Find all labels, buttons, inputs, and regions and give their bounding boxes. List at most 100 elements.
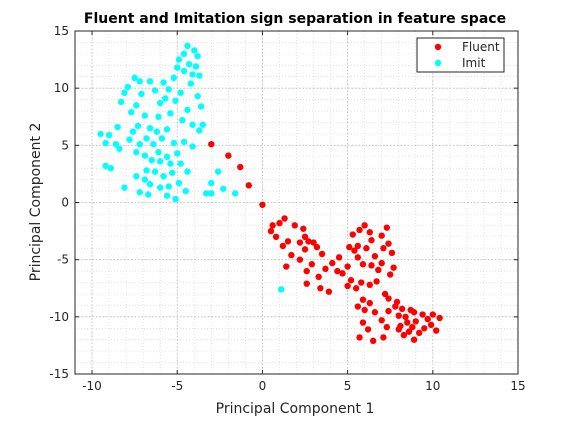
data-point-fluent — [380, 245, 387, 252]
data-point-fluent — [369, 337, 377, 345]
data-points — [97, 42, 443, 345]
data-point-imit — [184, 106, 191, 114]
data-point-fluent — [361, 306, 368, 314]
data-point-fluent — [419, 311, 426, 318]
data-point-fluent — [412, 318, 419, 325]
data-point-fluent — [378, 317, 385, 324]
series-imit — [97, 42, 285, 293]
data-point-imit — [174, 64, 181, 71]
data-point-fluent — [363, 245, 370, 252]
data-point-imit — [172, 97, 179, 104]
y-axis-label: Principal Component 2 — [28, 123, 44, 282]
data-point-fluent — [313, 243, 321, 251]
data-point-fluent — [359, 296, 367, 303]
data-point-imit — [194, 92, 201, 100]
axis-ticks — [75, 30, 519, 375]
data-point-fluent — [301, 246, 309, 253]
data-point-imit — [117, 98, 125, 106]
data-point-fluent — [281, 215, 288, 222]
data-point-fluent — [318, 250, 326, 258]
data-point-imit — [146, 181, 154, 188]
data-point-imit — [180, 67, 188, 75]
data-point-imit — [133, 173, 140, 180]
data-point-fluent — [410, 336, 418, 343]
data-point-imit — [153, 128, 160, 135]
data-point-fluent — [335, 254, 343, 261]
data-point-fluent — [415, 329, 423, 337]
x-axis-label: Principal Component 1 — [216, 401, 375, 417]
data-point-imit — [192, 63, 200, 70]
data-point-imit — [146, 78, 154, 85]
y-tick-labels: -15 -10 -5 0 5 10 15 — [49, 24, 69, 381]
data-point-imit — [220, 185, 227, 192]
chart-title: Fluent and Imitation sign separation in … — [84, 11, 506, 27]
data-point-imit — [208, 190, 215, 197]
data-point-fluent — [368, 262, 375, 269]
data-point-imit — [107, 165, 114, 172]
data-point-imit — [165, 86, 172, 93]
legend-label-fluent: Fluent — [462, 40, 500, 54]
data-point-imit — [199, 121, 206, 128]
data-point-fluent — [395, 312, 402, 319]
data-point-fluent — [354, 303, 362, 310]
data-point-fluent — [225, 152, 232, 159]
data-point-imit — [121, 184, 128, 191]
data-point-fluent — [436, 314, 443, 322]
y-tick-label: 0 — [61, 196, 69, 210]
data-point-fluent — [390, 264, 397, 271]
data-point-fluent — [366, 281, 373, 289]
data-point-fluent — [334, 267, 341, 275]
data-point-fluent — [427, 321, 435, 329]
data-point-fluent — [303, 267, 310, 275]
data-point-fluent — [393, 298, 401, 306]
data-point-imit — [185, 60, 193, 68]
data-point-imit — [136, 78, 143, 85]
data-point-imit — [163, 192, 171, 199]
data-point-fluent — [373, 278, 380, 285]
data-point-fluent — [356, 226, 363, 234]
data-point-imit — [189, 143, 196, 150]
data-point-imit — [277, 286, 285, 293]
data-point-imit — [168, 169, 176, 176]
data-point-fluent — [329, 259, 336, 267]
data-point-imit — [141, 152, 149, 159]
data-point-fluent — [245, 182, 252, 189]
data-point-imit — [163, 153, 171, 160]
data-point-fluent — [303, 280, 310, 287]
data-point-imit — [131, 74, 138, 82]
data-point-imit — [151, 168, 159, 175]
data-point-imit — [146, 124, 154, 132]
data-point-imit — [177, 160, 184, 167]
data-point-fluent — [352, 285, 360, 292]
data-point-fluent — [310, 239, 317, 246]
data-point-fluent — [388, 249, 396, 257]
data-point-imit — [175, 179, 183, 187]
data-point-imit — [163, 126, 171, 133]
data-point-imit — [133, 148, 140, 156]
data-point-imit — [116, 145, 123, 152]
data-point-fluent — [380, 334, 387, 341]
data-point-fluent — [358, 279, 365, 286]
data-point-imit — [202, 190, 210, 197]
data-point-imit — [156, 158, 164, 165]
data-point-fluent — [364, 326, 372, 333]
data-point-fluent — [267, 227, 275, 235]
data-point-imit — [196, 72, 203, 79]
data-point-fluent — [385, 240, 392, 247]
x-tick-label: 15 — [510, 379, 525, 393]
data-point-imit — [208, 179, 215, 187]
data-point-fluent — [346, 243, 353, 251]
data-point-fluent — [283, 263, 290, 270]
data-point-imit — [179, 116, 186, 124]
data-point-imit — [158, 135, 166, 142]
data-point-imit — [231, 190, 239, 197]
data-point-fluent — [400, 331, 408, 339]
data-point-imit — [160, 79, 167, 86]
data-point-fluent — [325, 288, 333, 295]
data-point-imit — [180, 50, 188, 58]
data-point-imit — [102, 139, 109, 147]
data-point-imit — [197, 103, 205, 110]
data-point-fluent — [359, 319, 367, 326]
y-tick-label: -5 — [57, 253, 69, 267]
data-point-imit — [170, 139, 178, 147]
